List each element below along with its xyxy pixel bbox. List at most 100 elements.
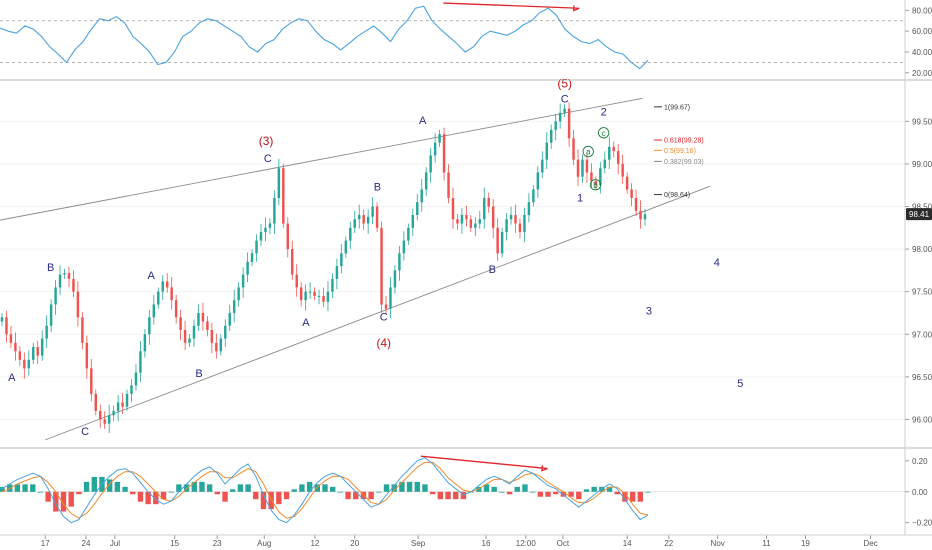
rsi-tick-label: 40.00: [912, 48, 932, 57]
candle-body: [643, 214, 647, 220]
macd-histogram-bar: [553, 491, 559, 495]
candle-body: [474, 223, 477, 228]
rsi-panel[interactable]: 80.00 60.00 40.00 20.00: [0, 2, 932, 78]
candle-body: [174, 300, 178, 318]
x-tick-label: 19: [801, 539, 810, 548]
macd-histogram-bar: [53, 491, 59, 512]
x-tick-label: Dec: [863, 539, 877, 548]
x-tick-label: Aug: [257, 539, 271, 548]
rsi-tick-label: 80.00: [912, 6, 932, 15]
candle-body: [460, 215, 464, 224]
candle-body: [85, 342, 89, 369]
macd-histogram-bar: [376, 491, 382, 493]
wave-label: b: [593, 181, 598, 190]
macd-divergence-arrow: [420, 455, 548, 470]
candle-body: [639, 210, 642, 220]
candle-body: [304, 291, 307, 301]
candle-body: [40, 338, 44, 356]
macd-histogram-bar: [191, 481, 197, 492]
candle-body: [541, 159, 544, 173]
wave-label: c: [602, 129, 606, 138]
upper-channel-trendline[interactable]: [0, 97, 643, 221]
rsi-tick-label: 60.00: [912, 27, 932, 36]
x-tick-label: 14: [623, 539, 632, 548]
macd-histogram-bar: [399, 481, 405, 492]
macd-histogram-bar: [106, 479, 113, 492]
wave-label: 2: [601, 106, 607, 118]
macd-histogram-bar: [291, 489, 297, 492]
macd-histogram-bar: [276, 491, 282, 505]
macd-histogram-bar: [506, 491, 513, 495]
wave-label: C: [561, 94, 569, 106]
wave-label: C: [380, 312, 388, 324]
price-tick-label: 99.50: [912, 117, 932, 126]
candle-body: [179, 317, 182, 331]
macd-histogram-bar: [414, 481, 420, 492]
candle-body: [487, 197, 490, 207]
macd-histogram-bar: [37, 491, 44, 493]
candle-body: [308, 291, 312, 293]
candle-body: [581, 159, 584, 177]
wave-label: (4): [376, 336, 391, 350]
candle-body: [349, 227, 352, 241]
price-tick-label: 98.00: [912, 245, 932, 254]
macd-histogram-bar: [237, 484, 244, 492]
macd-line: [1, 457, 649, 524]
candle-body: [103, 419, 106, 424]
macd-histogram-bar: [0, 486, 5, 492]
candle-body: [380, 227, 383, 305]
macd-histogram-bar: [214, 491, 221, 495]
macd-histogram-bar: [22, 484, 28, 492]
macd-histogram-bar: [176, 484, 182, 492]
candle-body: [563, 108, 566, 113]
macd-histogram-bar: [476, 486, 482, 492]
candle-body: [18, 351, 22, 360]
candle-body: [14, 342, 17, 352]
candle-body: [536, 172, 540, 190]
candle-body: [313, 291, 316, 296]
candle-body: [112, 410, 115, 416]
candle-body: [407, 227, 410, 241]
price-tick-label: 97.00: [912, 330, 932, 339]
candle-body: [299, 287, 303, 301]
candle-body: [505, 219, 508, 233]
candle-body: [201, 312, 205, 322]
macd-histogram-bar: [137, 491, 144, 502]
wave-label-circle: [582, 145, 594, 158]
macd-histogram-bar: [637, 491, 644, 502]
wave-label: 1: [577, 192, 583, 204]
candle-body: [621, 163, 624, 177]
x-tick-label: 23: [213, 539, 222, 548]
candle-body: [23, 359, 26, 369]
candle-body: [36, 347, 39, 356]
price-panel[interactable]: 1(99.67) 0.618(99.28) 0.5(99.16) 0.382(99.0…: [0, 76, 932, 441]
lower-channel-trendline[interactable]: [45, 185, 711, 441]
candle-body: [139, 351, 142, 373]
macd-histogram-bar: [206, 484, 213, 492]
candle-body: [608, 146, 611, 160]
candle-body: [259, 232, 263, 241]
candle-body: [532, 189, 535, 203]
candle-body: [630, 189, 633, 198]
candle-body: [567, 108, 571, 139]
candle-body: [282, 168, 285, 224]
candle-body: [183, 330, 187, 343]
macd-histogram-bar: [529, 491, 536, 493]
candle-body: [192, 325, 196, 339]
wave-label-circle: [597, 127, 610, 139]
macd-panel[interactable]: 0.20 0.00 −0.20: [0, 455, 932, 528]
candle-body: [594, 180, 598, 186]
x-tick-label: 12:00: [516, 539, 537, 548]
candle-body: [188, 338, 191, 343]
macd-histogram-bar: [383, 484, 390, 492]
wave-label: B: [489, 264, 496, 276]
candle-body: [273, 197, 276, 224]
candle-body: [134, 372, 138, 386]
fib-level-label: 0(98.64): [664, 192, 690, 199]
candle-body: [291, 249, 294, 275]
candle-body: [523, 215, 526, 233]
candle-body: [411, 215, 415, 228]
rsi-line: [0, 5, 649, 70]
candle-body: [94, 393, 97, 411]
